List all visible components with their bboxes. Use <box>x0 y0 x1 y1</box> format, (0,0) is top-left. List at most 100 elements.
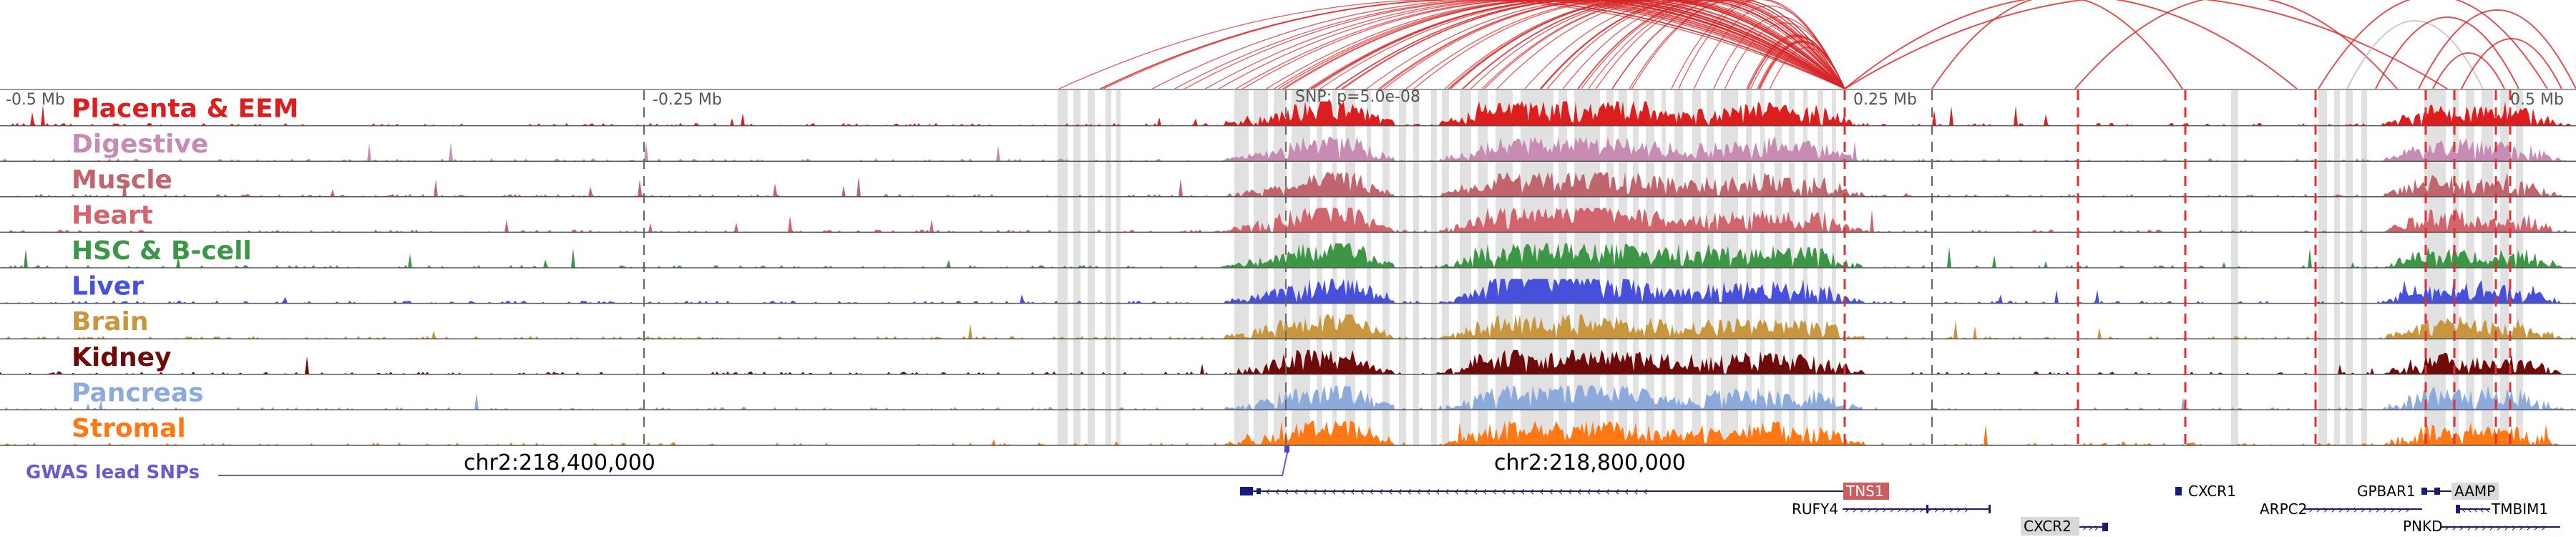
signal-track <box>0 279 2576 304</box>
loop-arc <box>1058 0 1845 90</box>
axis-label-minus-half-mb: -0.5 Mb <box>6 91 65 109</box>
axis-label-minus-quarter-mb: -0.25 Mb <box>653 91 722 109</box>
loop-arc <box>1266 0 1845 90</box>
gene-exon-tns1-b <box>1257 488 1261 494</box>
loop-arc <box>2461 38 2562 90</box>
loop-arc <box>2418 9 2576 90</box>
signal-profile <box>0 314 2576 339</box>
gene-name-arpc2: ARPC2 <box>2260 500 2307 518</box>
gene-name-tns1: TNS1 <box>1845 483 1884 500</box>
loop-arc <box>1366 0 1845 90</box>
gene-strand-tmbim1: ‹‹‹‹‹ <box>2462 503 2492 516</box>
track-label: Stromal <box>72 414 186 443</box>
loop-arc <box>1205 0 1845 90</box>
gene-highlight-tns1 <box>1843 483 1889 500</box>
gene-exon-tns1 <box>1240 487 1253 495</box>
loop-arc <box>1562 0 1845 90</box>
loop-arc <box>2074 0 2398 90</box>
signal-profile <box>0 385 2576 410</box>
gwas-track-label: GWAS lead SNPs <box>26 462 200 483</box>
signal-track <box>0 421 2576 446</box>
signal-track <box>0 101 2576 127</box>
signal-track <box>0 385 2576 411</box>
signal-profile <box>0 421 2576 445</box>
loop-arc <box>1483 0 1845 90</box>
loop-arc <box>2346 20 2484 90</box>
gene-highlight-cxcr2 <box>2021 517 2079 536</box>
gene-annotation-track: ‹‹‹‹‹‹‹‹‹‹‹‹‹‹‹‹‹‹‹‹‹‹‹‹‹‹‹‹‹‹‹‹‹‹‹‹‹‹‹‹… <box>1240 483 2560 536</box>
gene-exon-rufy4 <box>1926 505 1928 513</box>
loop-arc <box>2318 0 2548 90</box>
loop-arc <box>1581 0 1845 90</box>
loop-arc <box>1235 0 1845 90</box>
gwas-track: GWAS lead SNPs <box>26 445 1289 483</box>
track-label: HSC & B-cell <box>72 236 252 266</box>
gene-exon-rufy4-b <box>1989 505 1991 513</box>
loop-arc <box>1380 0 1845 90</box>
gene-exon-cxcr2 <box>2102 523 2108 531</box>
track-label: Placenta & EEM <box>72 95 298 124</box>
loop-arc <box>1595 0 1845 90</box>
gene-name-aamp: AAMP <box>2454 483 2495 500</box>
gene-name-pnkd: PNKD <box>2403 518 2443 535</box>
signal-track <box>0 172 2576 198</box>
loop-arc <box>1450 0 1845 90</box>
signal-profile <box>0 172 2576 197</box>
gene-name-cxcr1: CXCR1 <box>2188 483 2236 500</box>
signal-tracks <box>0 101 2576 446</box>
gene-name-tmbim1: TMBIM1 <box>2491 500 2548 518</box>
loop-arc <box>1151 0 1845 90</box>
track-label: Liver <box>72 272 144 301</box>
gene-strand-arpc2: ›››››››››››››› <box>2308 503 2413 516</box>
loop-arc <box>1100 0 1845 90</box>
loop-arc <box>1218 0 1845 90</box>
loop-arc <box>1713 16 1845 90</box>
gwas-snp-connector <box>218 449 1289 476</box>
axis-label-plus-half-mb: 0.5 Mb <box>2510 91 2564 109</box>
signal-track <box>0 137 2576 162</box>
coord-label-right: chr2:218,800,000 <box>1494 450 1686 475</box>
track-label: Kidney <box>72 343 172 372</box>
gene-exon-gpbar1-b <box>2434 488 2440 495</box>
track-label: Pancreas <box>72 378 204 407</box>
gene-name-rufy4: RUFY4 <box>1792 500 1838 518</box>
gene-strand-pnkd: ›››››››››››››› <box>2444 521 2549 534</box>
axis-label-plus-quarter-mb: 0.25 Mb <box>1853 91 1917 109</box>
track-label: Heart <box>72 200 153 230</box>
loop-arc <box>1184 0 1845 90</box>
signal-profile <box>0 208 2576 233</box>
gene-exon-cxcr1 <box>2175 487 2182 495</box>
loop-arc <box>1844 0 2448 90</box>
gene-exon-tmbim1 <box>2456 505 2460 513</box>
signal-profile <box>0 279 2576 304</box>
loop-anchor-lines <box>643 90 2512 444</box>
gwas-snp-marker <box>1284 445 1289 453</box>
signal-track <box>0 243 2576 268</box>
gene-name-cxcr2: CXCR2 <box>2024 518 2072 535</box>
loop-arc <box>1524 0 1845 90</box>
loop-arc <box>2375 16 2519 90</box>
chromatin-loop-arcs <box>1058 0 2576 90</box>
loop-arc <box>1931 0 2183 90</box>
signal-profile <box>0 137 2576 162</box>
loop-arc <box>2432 52 2505 90</box>
loop-arc <box>1335 0 1845 90</box>
loop-arc <box>1496 0 1845 90</box>
loop-arc <box>1405 0 1845 90</box>
gene-highlight-aamp <box>2451 483 2499 500</box>
loop-arc <box>1844 0 2298 90</box>
signal-profile <box>0 349 2576 374</box>
loop-arc <box>1539 0 1845 90</box>
signal-track <box>0 349 2576 375</box>
loop-arc <box>1462 0 1845 90</box>
gene-strand-tns1: ‹‹‹‹‹‹‹‹‹‹‹‹‹‹‹‹‹‹‹‹‹‹‹‹‹‹‹‹‹‹‹‹‹‹‹‹‹‹‹‹… <box>1265 484 1652 499</box>
track-label: Muscle <box>72 165 172 195</box>
tracks-top-border <box>0 89 2576 90</box>
gene-strand-cxcr2: ››› <box>2082 521 2100 534</box>
loop-arc <box>1311 0 1845 90</box>
loop-arc <box>1174 0 1845 90</box>
gene-strand-rufy4: ››››››››››››››››› <box>1845 503 1971 516</box>
track-labels: Placenta & EEM Digestive Muscle Heart HSC & … <box>72 95 298 443</box>
loop-arc <box>1588 0 1845 90</box>
track-label: Digestive <box>72 130 208 159</box>
